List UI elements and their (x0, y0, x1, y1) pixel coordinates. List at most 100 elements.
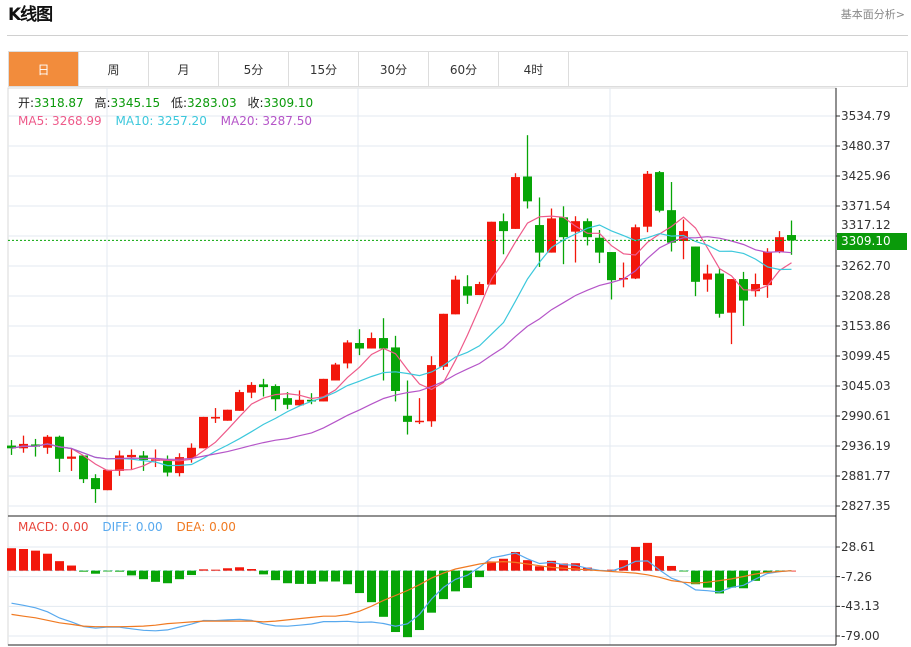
candle-body (211, 416, 220, 419)
candle-body (703, 273, 712, 280)
macd-bar (499, 558, 508, 571)
dea-value: DEA: 0.00 (176, 520, 236, 534)
macd-bar (31, 550, 40, 571)
current-price-tag: 3309.10 (837, 233, 907, 250)
close-value: 3309.10 (263, 96, 314, 110)
macd-bar (487, 561, 496, 571)
macd-bar (523, 560, 532, 571)
macd-bar (175, 570, 184, 580)
tab-week[interactable]: 周 (79, 52, 149, 86)
macd-bar (67, 565, 76, 571)
macd-bar (679, 570, 688, 572)
macd-bar (427, 570, 436, 613)
macd-bar (43, 553, 52, 571)
macd-bar (115, 570, 124, 572)
ma10-line (11, 224, 792, 467)
diff-line (11, 552, 792, 632)
candle-body (715, 273, 724, 314)
candle-body (319, 378, 328, 402)
candle-body (511, 177, 520, 229)
ohlc-info: 开:3318.87 高:3345.15 低:3283.03 收:3309.10 (18, 96, 320, 111)
high-label: 高: (94, 96, 111, 110)
page-title: K线图 (8, 5, 53, 25)
macd-bar (139, 570, 148, 580)
macd-bar (355, 570, 364, 594)
macd-bar (667, 565, 676, 571)
price-tick-label: 3534.79 (841, 109, 891, 123)
macd-bar (703, 570, 712, 588)
candle-body (187, 447, 196, 459)
tab-15min[interactable]: 15分 (289, 52, 359, 86)
candle-body (775, 237, 784, 252)
macd-bar (271, 570, 280, 581)
tab-month[interactable]: 月 (149, 52, 219, 86)
macd-bar (739, 570, 748, 589)
macd-bar (199, 569, 208, 571)
macd-bar (379, 570, 388, 617)
candle-body (427, 365, 436, 422)
macd-bar (391, 570, 400, 633)
tab-4hour[interactable]: 4时 (499, 52, 569, 86)
candle-body (7, 445, 16, 449)
candle-body (547, 218, 556, 253)
price-tick-label: 3045.03 (841, 379, 891, 393)
candle-body (583, 221, 592, 238)
macd-bar (79, 570, 88, 572)
candle-body (79, 455, 88, 480)
candle-body (763, 251, 772, 286)
ma5-line (11, 215, 792, 472)
candle-body (355, 343, 364, 349)
candle-body (391, 347, 400, 391)
macd-bar (607, 569, 616, 571)
candle-body (31, 444, 40, 447)
candle-body (307, 399, 316, 402)
macd-bar (619, 560, 628, 571)
candle-body (199, 416, 208, 449)
candle-body (643, 173, 652, 227)
candle-body (415, 420, 424, 423)
price-tick-label: 3099.45 (841, 349, 891, 363)
candle-body (295, 399, 304, 406)
macd-bar (211, 569, 220, 571)
open-label: 开: (18, 96, 35, 110)
candle-body (475, 284, 484, 296)
macd-bar (295, 570, 304, 584)
macd-bar (283, 570, 292, 584)
candle-body (259, 384, 268, 388)
high-value: 3345.15 (110, 96, 161, 110)
macd-bar (535, 566, 544, 571)
macd-bar (55, 561, 64, 571)
candle-body (139, 455, 148, 460)
candle-body (607, 252, 616, 281)
candle-body (403, 415, 412, 422)
candle-body (163, 460, 172, 473)
candle-body (91, 478, 100, 490)
tab-day[interactable]: 日 (9, 52, 79, 86)
macd-bar (643, 542, 652, 571)
macd-bar (583, 567, 592, 571)
macd-value: MACD: 0.00 (18, 520, 89, 534)
candle-body (223, 409, 232, 421)
candle-body (103, 469, 112, 491)
tab-30min[interactable]: 30分 (359, 52, 429, 86)
tab-5min[interactable]: 5分 (219, 52, 289, 86)
candle-body (55, 436, 64, 459)
ma20-value: MA20: 3287.50 (220, 114, 312, 128)
candle-body (367, 338, 376, 349)
macd-bar (511, 551, 520, 571)
macd-bar (547, 560, 556, 571)
close-label: 收: (247, 96, 264, 110)
candle-body (379, 338, 388, 349)
candle-body (595, 237, 604, 253)
macd-bar (19, 548, 28, 571)
candle-body (523, 176, 532, 202)
tab-60min[interactable]: 60分 (429, 52, 499, 86)
macd-tick-label: 28.61 (841, 540, 876, 554)
price-tick-label: 2936.19 (841, 439, 891, 453)
price-tick-label: 2827.35 (841, 499, 891, 513)
period-tabs: 日 周 月 5分 15分 30分 60分 4时 (8, 51, 908, 87)
fundamental-analysis-link[interactable]: 基本面分析> (840, 8, 905, 21)
price-tick-label: 3262.70 (841, 259, 891, 273)
price-tick-label: 3425.96 (841, 169, 891, 183)
